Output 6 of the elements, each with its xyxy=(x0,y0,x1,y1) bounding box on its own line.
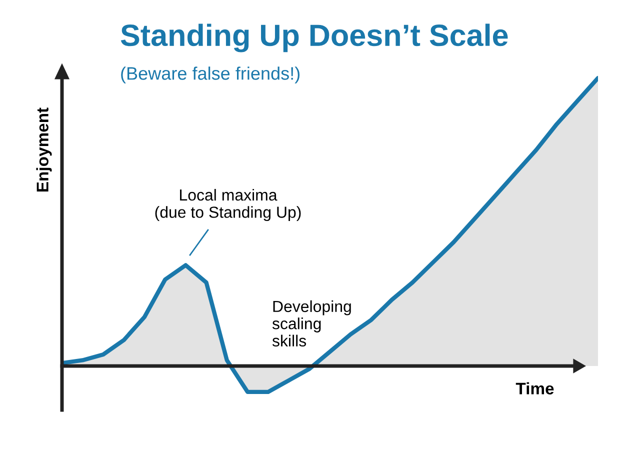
chart-title: Standing Up Doesn’t Scale xyxy=(120,24,508,52)
x-axis-title: Time xyxy=(516,382,554,394)
chart-subtitle: (Beware false friends!) xyxy=(121,66,300,84)
y-axis-title: Enjoyment xyxy=(36,108,52,192)
annotation: Developing scaling skills xyxy=(272,300,351,346)
annotation: Local maxima (due to Standing Up) xyxy=(155,188,301,222)
